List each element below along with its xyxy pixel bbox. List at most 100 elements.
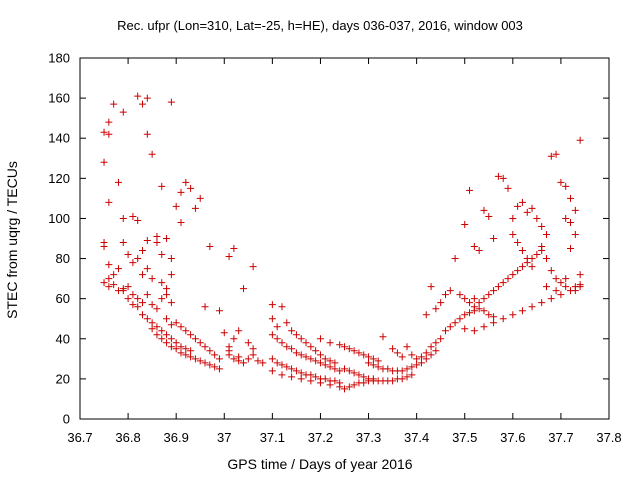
data-point (215, 307, 223, 315)
data-point (268, 301, 276, 309)
data-point (475, 305, 483, 313)
data-point (191, 335, 199, 343)
data-point (110, 100, 118, 108)
x-tick-label: 37.2 (308, 430, 333, 445)
data-point (302, 339, 310, 347)
data-point (211, 363, 219, 371)
data-point (408, 371, 416, 379)
data-point (163, 285, 171, 293)
data-point (326, 339, 334, 347)
data-point (533, 214, 541, 222)
data-point (244, 339, 252, 347)
data-point (283, 319, 291, 327)
data-point (432, 305, 440, 313)
data-point (417, 353, 425, 361)
data-point (321, 375, 329, 383)
data-point (249, 345, 257, 353)
y-tick-label: 60 (56, 291, 70, 306)
data-point (542, 255, 550, 263)
data-point (408, 351, 416, 359)
data-point (504, 275, 512, 283)
data-point (369, 375, 377, 383)
y-tick-label: 160 (48, 91, 70, 106)
data-point (307, 355, 315, 363)
data-point (345, 367, 353, 375)
data-point (451, 319, 459, 327)
data-point (422, 349, 430, 357)
data-point (557, 291, 565, 299)
data-point (312, 357, 320, 365)
data-point (470, 303, 478, 311)
data-point (153, 323, 161, 331)
data-point (331, 365, 339, 373)
y-tick-label: 20 (56, 371, 70, 386)
data-point (576, 283, 584, 291)
data-point (249, 351, 257, 359)
data-point (105, 118, 113, 126)
data-point (148, 301, 156, 309)
data-point (230, 245, 238, 253)
data-point (480, 206, 488, 214)
x-tick-label: 37.6 (500, 430, 525, 445)
data-point (518, 307, 526, 315)
data-point (490, 319, 498, 327)
data-point (148, 150, 156, 158)
data-point (100, 279, 108, 287)
data-point (461, 311, 469, 319)
data-point (490, 235, 498, 242)
data-point (297, 335, 305, 343)
data-point (134, 216, 142, 224)
data-point (470, 243, 478, 251)
data-point (509, 311, 517, 319)
data-point (153, 232, 161, 240)
data-point (167, 321, 175, 329)
data-point (350, 381, 358, 389)
data-point (552, 275, 560, 283)
chart-title: Rec. ufpr (Lon=310, Lat=-25, h=HE), days… (117, 18, 523, 33)
data-point (427, 283, 435, 291)
data-point (557, 279, 565, 287)
data-point (206, 347, 214, 355)
data-point (316, 335, 324, 343)
data-point (172, 319, 180, 327)
data-point (350, 369, 358, 377)
data-point (172, 202, 180, 210)
x-tick-label: 37.5 (452, 430, 477, 445)
data-points (100, 92, 584, 393)
data-point (288, 327, 296, 335)
data-point (389, 345, 397, 353)
data-point (490, 287, 498, 295)
data-point (571, 206, 579, 214)
data-point (167, 271, 175, 279)
data-point (499, 315, 507, 323)
data-point (139, 100, 147, 108)
data-point (268, 367, 276, 375)
data-point (283, 363, 291, 371)
data-point (254, 357, 262, 365)
data-point (187, 353, 195, 361)
data-point (413, 361, 421, 369)
data-point (148, 275, 156, 283)
data-point (562, 275, 570, 283)
data-point (432, 339, 440, 347)
data-point (509, 271, 517, 279)
data-point (134, 303, 142, 311)
axes: 36.7 36.8 36.9 37 37.1 37.2 37.3 37.4 37.5 37.6 37… (48, 51, 621, 446)
data-point (523, 255, 531, 263)
data-point (571, 230, 579, 238)
data-point (148, 319, 156, 327)
data-point (172, 345, 180, 353)
data-point (312, 373, 320, 381)
data-point (514, 239, 522, 247)
data-point (119, 214, 127, 222)
data-point (374, 357, 382, 365)
data-point (268, 315, 276, 323)
data-point (105, 275, 113, 283)
y-tick-label: 100 (48, 211, 70, 226)
data-point (283, 343, 291, 351)
data-point (143, 265, 151, 273)
data-point (466, 186, 474, 194)
data-point (461, 295, 469, 303)
data-point (143, 130, 151, 138)
data-point (211, 351, 219, 359)
